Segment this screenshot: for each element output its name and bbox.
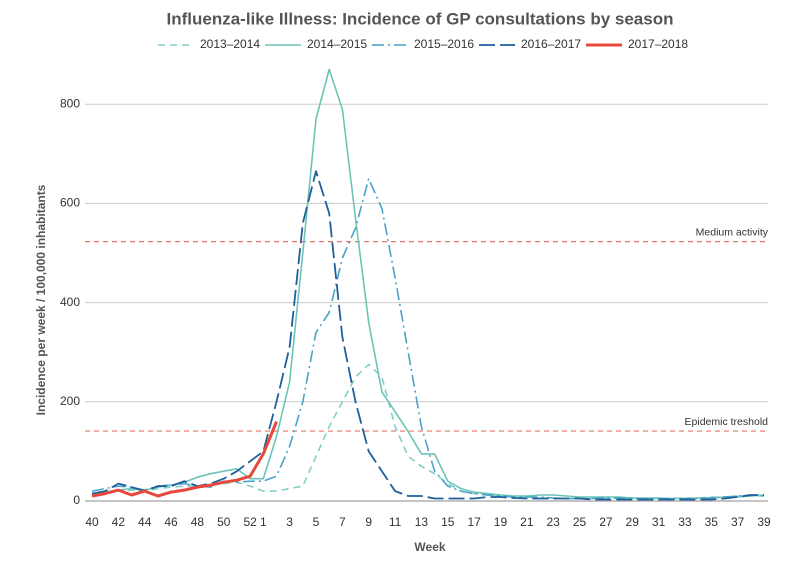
x-tick-label: 39 (757, 515, 771, 529)
x-tick-label: 17 (467, 515, 481, 529)
legend-label: 2016–2017 (521, 37, 581, 51)
x-tick-label: 21 (520, 515, 534, 529)
x-tick-label: 46 (164, 515, 178, 529)
legend-label: 2014–2015 (307, 37, 367, 51)
x-tick-label: 5 (313, 515, 320, 529)
x-tick-label: 13 (415, 515, 429, 529)
x-tick-label: 44 (138, 515, 152, 529)
x-tick-label: 33 (678, 515, 692, 529)
x-tick-label: 48 (191, 515, 205, 529)
threshold-label: Medium activity (696, 226, 769, 238)
x-tick-label: 11 (389, 515, 402, 529)
y-tick-label: 0 (73, 493, 80, 507)
x-tick-label: 50 (217, 515, 231, 529)
y-tick-label: 400 (60, 295, 80, 309)
threshold-label: Epidemic treshold (685, 416, 769, 428)
x-tick-label: 29 (626, 515, 640, 529)
x-tick-label: 25 (573, 515, 587, 529)
y-axis-title: Incidence per week / 100,000 inhabitants (34, 184, 48, 415)
x-tick-label: 35 (705, 515, 719, 529)
x-tick-label: 9 (365, 515, 372, 529)
y-tick-label: 600 (60, 196, 80, 210)
x-tick-label: 1 (260, 515, 267, 529)
y-tick-label: 800 (60, 96, 80, 110)
x-tick-label: 27 (599, 515, 613, 529)
x-tick-label: 3 (286, 515, 293, 529)
x-tick-label: 40 (85, 515, 99, 529)
x-tick-label: 15 (441, 515, 455, 529)
series-line (91, 421, 278, 498)
legend-label: 2017–2018 (628, 37, 688, 51)
x-tick-label: 7 (339, 515, 346, 529)
legend-label: 2013–2014 (200, 37, 260, 51)
x-tick-label: 37 (731, 515, 745, 529)
chart-title: Influenza-like Illness: Incidence of GP … (167, 9, 674, 28)
x-tick-label: 23 (546, 515, 560, 529)
series-line (91, 177, 765, 500)
x-tick-label: 42 (112, 515, 126, 529)
y-tick-label: 200 (60, 394, 80, 408)
series-line (91, 68, 765, 500)
x-axis-title: Week (414, 540, 445, 554)
x-tick-label: 52 (243, 515, 257, 529)
x-tick-label: 19 (494, 515, 508, 529)
x-tick-label: 31 (652, 515, 666, 529)
legend-label: 2015–2016 (414, 37, 474, 51)
